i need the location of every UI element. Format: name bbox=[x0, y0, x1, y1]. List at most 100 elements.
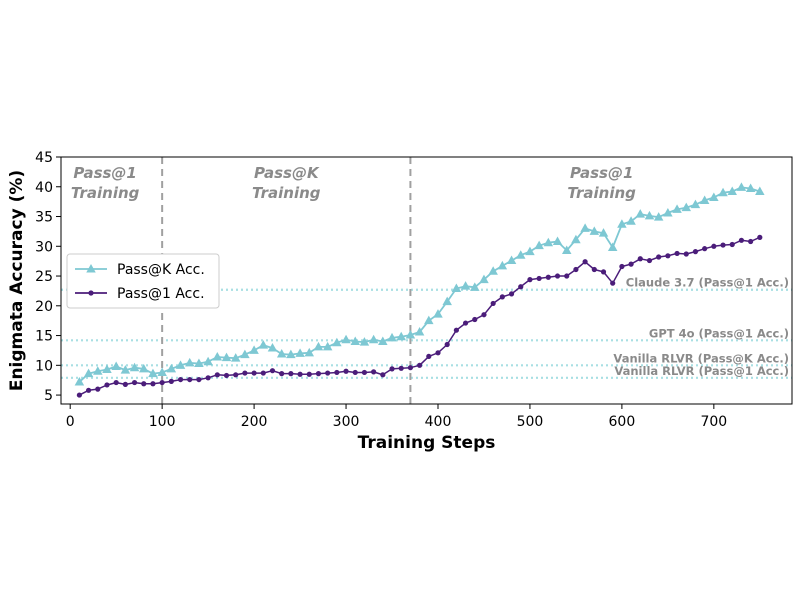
passk-point bbox=[571, 234, 581, 244]
pass1-point bbox=[554, 273, 561, 279]
pass1-point bbox=[352, 369, 358, 376]
y-tick-label: 30 bbox=[35, 239, 53, 255]
pass1-point bbox=[591, 266, 597, 273]
passk-point bbox=[258, 340, 269, 349]
passk-point bbox=[663, 207, 673, 217]
passk-point bbox=[424, 315, 434, 325]
reference-label: Claude 3.7 (Pass@1 Acc.) bbox=[626, 276, 789, 290]
legend-label-pass1: Pass@1 Acc. bbox=[117, 286, 205, 302]
passk-point bbox=[102, 364, 112, 373]
passk-point bbox=[184, 357, 195, 367]
pass1-point bbox=[150, 381, 156, 387]
phase-label-line1: Pass@1 bbox=[73, 164, 136, 182]
pass1-point bbox=[656, 254, 662, 260]
x-tick-label: 300 bbox=[333, 414, 360, 430]
passk-point bbox=[139, 363, 149, 373]
phase-label-line2: Training bbox=[252, 184, 321, 202]
passk-point bbox=[525, 246, 535, 256]
pass1-point bbox=[665, 253, 671, 259]
pass1-point bbox=[205, 375, 211, 381]
pass1-point bbox=[564, 273, 570, 279]
y-axis-title: Enigmata Accuracy (%) bbox=[7, 170, 27, 391]
pass1-point bbox=[76, 392, 82, 398]
pass1-point bbox=[315, 371, 322, 377]
legend-box bbox=[66, 253, 220, 309]
passk-point bbox=[690, 199, 701, 209]
reference-label: GPT 4o (Pass@1 Acc.) bbox=[649, 326, 789, 340]
pass1-point bbox=[610, 280, 616, 286]
pass1-point bbox=[306, 371, 312, 377]
passk-point bbox=[506, 255, 517, 265]
x-tick-label: 500 bbox=[517, 414, 544, 430]
pass1-point bbox=[481, 312, 487, 318]
passk-point bbox=[194, 358, 204, 368]
passk-point bbox=[341, 334, 351, 344]
pass1-point bbox=[233, 372, 239, 378]
legend-triangle-marker bbox=[86, 264, 96, 273]
pass1-point bbox=[729, 241, 735, 248]
passk-point bbox=[175, 360, 186, 369]
reference-label: Vanilla RLVR (Pass@K Acc.) bbox=[613, 351, 789, 365]
passk-point bbox=[653, 212, 664, 221]
pass1-point bbox=[159, 379, 165, 386]
pass1-point bbox=[600, 269, 607, 275]
legend-circle-marker bbox=[88, 290, 94, 296]
pass1-point bbox=[389, 366, 395, 372]
pass1-point bbox=[380, 372, 386, 378]
passk-point bbox=[276, 349, 287, 358]
passk-point bbox=[534, 240, 544, 250]
pass1-point bbox=[738, 237, 745, 243]
phase-label-line2: Training bbox=[71, 184, 140, 202]
passk-point bbox=[129, 362, 140, 372]
passk-point bbox=[543, 237, 554, 247]
passk-point bbox=[580, 223, 590, 232]
pass1-point bbox=[196, 376, 202, 383]
x-tick-label: 600 bbox=[609, 414, 636, 430]
pass1-point bbox=[573, 266, 579, 273]
x-tick-label: 0 bbox=[66, 414, 75, 430]
pass1-point bbox=[748, 238, 754, 245]
passk-point bbox=[644, 210, 655, 220]
passk-point bbox=[396, 331, 406, 341]
x-tick-label: 200 bbox=[241, 414, 268, 430]
passk-point bbox=[405, 329, 416, 339]
pass1-point bbox=[242, 370, 248, 376]
phase-labels: Pass@1 Training Pass@K Training Pass@1 Traini… bbox=[71, 164, 636, 202]
passk-point bbox=[699, 195, 710, 204]
pass1-point bbox=[131, 379, 138, 386]
pass1-point bbox=[371, 369, 377, 375]
passk-point bbox=[635, 209, 646, 218]
passk-point bbox=[230, 353, 241, 362]
reference-labels: Claude 3.7 (Pass@1 Acc.) GPT 4o (Pass@1 A… bbox=[613, 276, 789, 378]
legend-label-passk: Pass@K Acc. bbox=[117, 262, 205, 278]
passk-point bbox=[120, 365, 131, 374]
y-tick-label: 35 bbox=[35, 210, 53, 226]
passk-point bbox=[212, 351, 223, 361]
pass1-point bbox=[683, 251, 689, 257]
pass1-point bbox=[141, 381, 147, 387]
pass1-point bbox=[297, 371, 303, 377]
pass1-point bbox=[334, 369, 340, 376]
passk-point bbox=[755, 186, 765, 196]
passk-point bbox=[433, 309, 443, 318]
passk-point bbox=[93, 366, 103, 375]
passk-point bbox=[718, 187, 728, 197]
pass1-point bbox=[646, 257, 653, 264]
pass1-point bbox=[223, 372, 230, 379]
pass1-point bbox=[508, 291, 515, 297]
passk-point bbox=[460, 281, 471, 290]
x-tick-label: 700 bbox=[700, 414, 727, 430]
passk-point bbox=[727, 186, 737, 196]
phase-label-line1: Pass@K bbox=[254, 164, 320, 182]
pass1-point bbox=[361, 369, 368, 376]
pass1-point bbox=[720, 242, 726, 248]
passk-point bbox=[589, 226, 600, 235]
pass1-point bbox=[288, 371, 294, 377]
pass1-point bbox=[628, 261, 634, 267]
pass1-point bbox=[757, 234, 763, 240]
pass1-point bbox=[343, 368, 349, 374]
passk-point bbox=[736, 182, 747, 191]
y-tick-label: 40 bbox=[35, 180, 53, 196]
x-tick-label: 100 bbox=[149, 414, 176, 430]
